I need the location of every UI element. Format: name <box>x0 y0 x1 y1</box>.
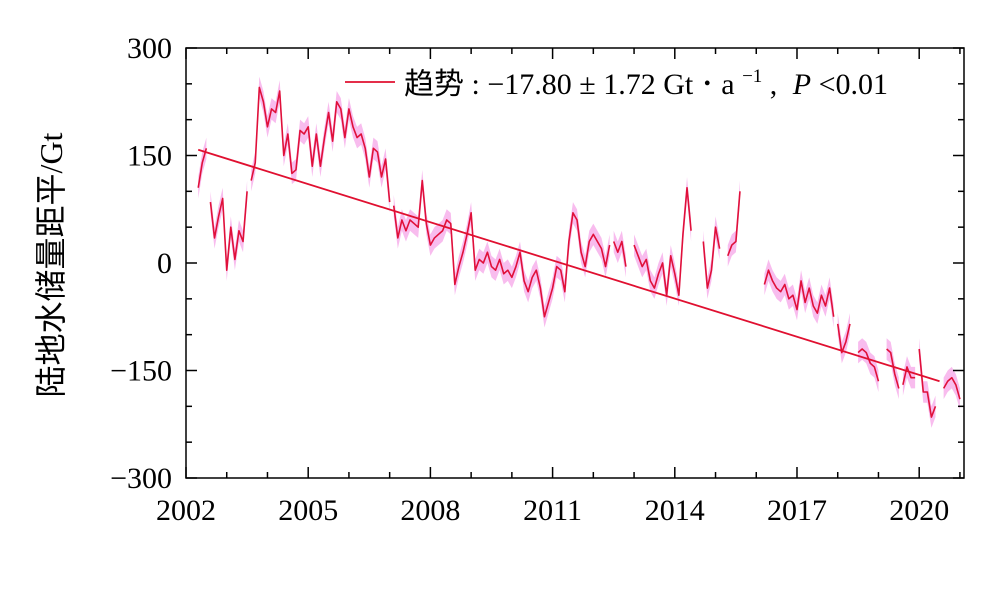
x-tick-label: 2008 <box>400 494 460 527</box>
legend-dot: • <box>704 73 711 95</box>
legend-exponent: −1 <box>742 66 762 87</box>
series-segment <box>886 348 900 389</box>
x-tick-label: 2002 <box>156 494 216 527</box>
legend: 趋势 : −17.80 ± 1.72 Gt • a −1 , P <0.01 <box>345 56 888 101</box>
uncertainty-band <box>198 76 960 428</box>
uncertainty-band-segment <box>943 366 960 410</box>
y-tick-label: 300 <box>127 32 172 65</box>
series-segment <box>727 191 741 257</box>
uncertainty-band-segment <box>613 230 626 278</box>
uncertainty-band-segment <box>393 169 610 328</box>
series-segment <box>763 269 835 317</box>
uncertainty-band-segment <box>703 216 720 299</box>
x-tick-label: 2011 <box>523 494 582 527</box>
series-segment <box>633 186 692 297</box>
uncertainty-band-segment <box>251 76 390 213</box>
series-segment <box>612 240 627 267</box>
y-tick-label: −150 <box>110 355 172 388</box>
uncertainty-band-segment <box>919 338 936 428</box>
uncertainty-band-segment <box>902 356 916 396</box>
trend-line <box>197 148 940 383</box>
series-segment <box>392 179 611 318</box>
legend-label: 趋势 : −17.80 ± 1.72 Gt • a −1 , P <0.01 <box>404 56 888 101</box>
legend-trend-prefix: 趋势 : −17.80 ± 1.72 Gt <box>404 68 694 101</box>
legend-p-value: <0.01 <box>819 68 888 101</box>
y-tick-label: −300 <box>110 462 172 495</box>
x-tick-label: 2005 <box>278 494 338 527</box>
series-segment <box>942 376 961 400</box>
series-segment <box>836 323 851 354</box>
series-segment <box>250 86 391 203</box>
uncertainty-band-segment <box>858 338 879 392</box>
series-segment <box>918 348 937 418</box>
y-tick-label: 0 <box>157 247 172 280</box>
series-segment <box>209 191 248 271</box>
legend-p: P <box>792 68 811 101</box>
uncertainty-band-segment <box>886 338 899 400</box>
x-tick-label: 2020 <box>889 494 949 527</box>
legend-unit: a <box>721 68 734 101</box>
y-axis-label: 陆地水储量距平/Gt <box>33 132 69 397</box>
uncertainty-band-segment <box>210 180 248 281</box>
plot-area <box>197 76 961 428</box>
series-segment <box>857 348 880 382</box>
y-tick-label: 150 <box>127 140 172 173</box>
legend-comma: , <box>770 68 778 101</box>
axis-ticks <box>185 47 964 479</box>
x-tick-label: 2017 <box>767 494 827 527</box>
plot-frame <box>185 47 965 479</box>
series-line <box>197 86 961 418</box>
x-tick-label: 2014 <box>645 494 705 527</box>
series-segment <box>702 226 721 289</box>
uncertainty-band-segment <box>727 180 740 267</box>
y-tick-labels: 300 150 0 −150 −300 <box>110 32 172 495</box>
uncertainty-band-segment <box>198 137 207 199</box>
x-tick-labels: 2002 2005 2008 2011 2014 2017 2020 <box>156 494 949 527</box>
series-segment <box>197 148 208 188</box>
